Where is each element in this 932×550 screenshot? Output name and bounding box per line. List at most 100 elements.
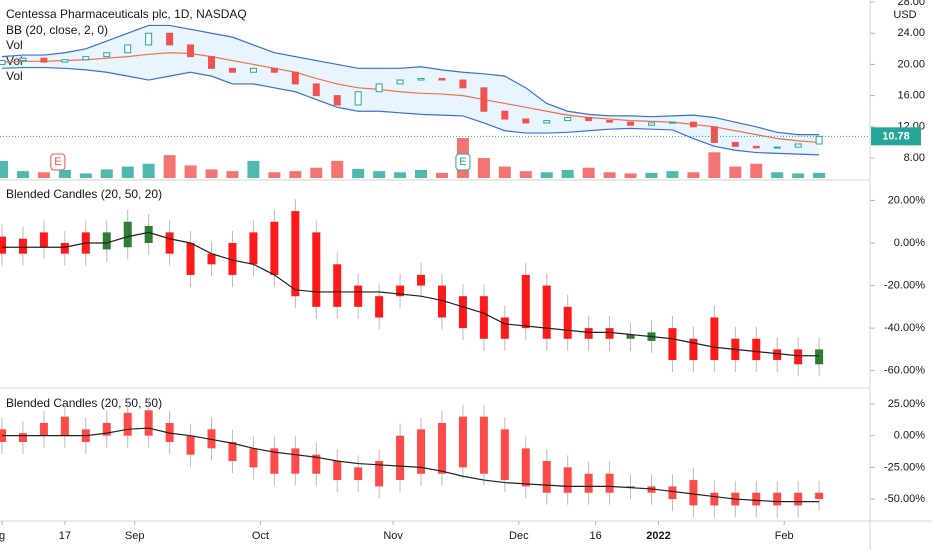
blended-candle xyxy=(458,416,467,468)
blended-candle xyxy=(710,317,719,361)
y-tick-label: 28.00 xyxy=(897,0,925,8)
y-tick-label: -40.00% xyxy=(884,322,925,334)
volume-bar xyxy=(100,169,113,178)
blended-candle xyxy=(668,328,677,361)
currency: USD xyxy=(893,9,916,21)
blended-candle xyxy=(270,448,279,474)
blended-candle xyxy=(626,486,635,488)
candle-body xyxy=(124,44,132,54)
blended-candle xyxy=(437,422,446,474)
blended-candle xyxy=(249,448,258,468)
candle-body xyxy=(208,56,216,69)
candle-body xyxy=(773,146,781,149)
bb-line xyxy=(1,52,820,144)
volume-bar xyxy=(268,172,281,178)
blended-candle xyxy=(689,480,698,506)
candle-body xyxy=(82,56,90,61)
candle-body xyxy=(459,79,467,89)
blended-candle xyxy=(312,454,321,474)
blended-candle xyxy=(563,467,572,493)
blended-candle xyxy=(521,448,530,487)
candle-body xyxy=(228,67,236,73)
x-tick-label: 16 xyxy=(590,530,602,542)
volume-bar xyxy=(373,171,386,178)
volume-bar xyxy=(540,172,553,178)
blended-candle xyxy=(0,236,6,254)
candle-body xyxy=(249,67,257,73)
volume-bar xyxy=(163,155,176,178)
bb-fill xyxy=(2,25,820,155)
blended-candle xyxy=(354,467,363,481)
blended-candle xyxy=(123,412,132,436)
volume-bar xyxy=(0,160,8,178)
volume-bar xyxy=(561,170,574,178)
volume-bar xyxy=(331,160,344,178)
x-tick-label: 2022 xyxy=(646,530,670,542)
blended-candle xyxy=(165,422,174,442)
y-tick-label: -50.00% xyxy=(884,493,925,505)
blended-candle xyxy=(312,232,321,307)
volume-bar xyxy=(394,172,407,178)
y-tick-label: 0.00% xyxy=(894,237,925,249)
blended-candle xyxy=(605,328,614,339)
x-tick-label: 17 xyxy=(59,530,71,542)
blended-candle xyxy=(396,285,405,297)
volume-bar xyxy=(477,158,490,178)
pane-title: Blended Candles (20, 50, 50) xyxy=(6,396,162,410)
volume-bar xyxy=(37,172,50,178)
y-tick-label: -20.00% xyxy=(884,279,925,291)
volume-bar xyxy=(205,169,218,178)
y-tick-label: 0.00% xyxy=(894,430,925,442)
earnings-marker xyxy=(50,153,66,171)
blended-candle xyxy=(249,232,258,265)
blended-candle xyxy=(291,211,300,297)
candle-body xyxy=(648,122,655,126)
volume-bar xyxy=(121,166,134,178)
candle-body xyxy=(627,121,635,126)
last-price-label: 10.78 xyxy=(882,130,910,142)
volume-label: Vol xyxy=(6,38,23,52)
indicator-label: BB (20, close, 2, 0) xyxy=(6,23,108,37)
candle-body xyxy=(731,141,739,147)
blended-candle xyxy=(773,349,782,361)
volume-bar xyxy=(687,172,700,178)
blended-candle xyxy=(228,442,237,462)
y-tick-label: 8.00 xyxy=(904,152,925,164)
blended-candle xyxy=(165,232,174,254)
candle-body xyxy=(794,143,802,148)
last-price-tag xyxy=(871,127,921,146)
volume-bar xyxy=(666,171,679,178)
blended-candle xyxy=(270,221,279,275)
volume-bar xyxy=(708,152,721,178)
blended-candle xyxy=(375,461,384,487)
blended-candle xyxy=(60,243,69,254)
blended-candle xyxy=(647,486,656,493)
blended-candle xyxy=(144,225,153,244)
y-tick-label: 25.00% xyxy=(888,398,926,410)
blended-candle xyxy=(752,338,761,361)
blended-candle xyxy=(542,461,551,493)
candle-body xyxy=(375,83,383,93)
y-tick-label: 20.00% xyxy=(888,194,926,206)
x-tick-label: Sep xyxy=(125,530,145,542)
earnings-marker xyxy=(455,153,471,171)
volume-bar xyxy=(813,172,826,178)
volume-bar xyxy=(771,172,784,178)
volume-bar xyxy=(16,171,29,178)
blended-candle xyxy=(102,422,111,436)
volume-bar xyxy=(142,163,155,178)
blended-candle xyxy=(479,296,488,339)
volume-bar xyxy=(184,165,197,178)
blended-candle xyxy=(794,492,803,506)
blended-candle xyxy=(437,285,446,318)
candle-body xyxy=(480,87,488,112)
x-tick-label: Feb xyxy=(775,530,794,542)
candle-body xyxy=(0,60,6,65)
blended-candle xyxy=(39,232,48,248)
candle-body xyxy=(438,77,446,81)
blended-candle xyxy=(794,349,803,365)
blended-candle xyxy=(479,416,488,474)
candle-body xyxy=(166,32,174,46)
blended-candle xyxy=(375,296,384,318)
